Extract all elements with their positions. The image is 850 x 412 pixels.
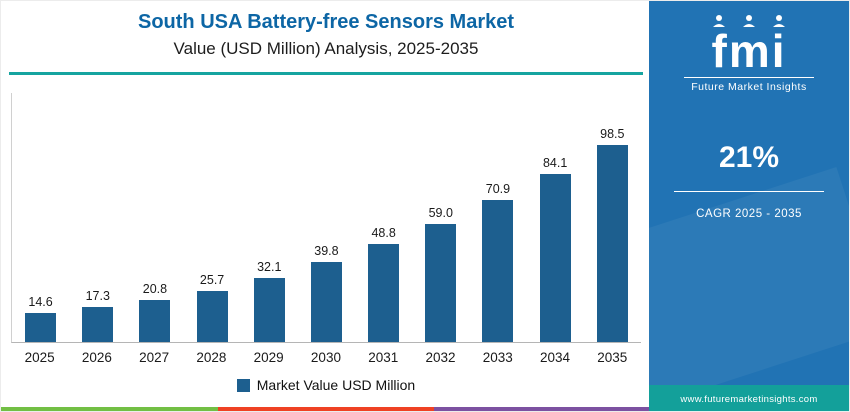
bar	[253, 278, 285, 342]
x-tick-label: 2034	[539, 350, 571, 365]
bar-value-label: 32.1	[257, 260, 282, 274]
chart-legend: Market Value USD Million	[11, 377, 641, 393]
bar-value-label: 25.7	[199, 273, 225, 287]
stat-divider	[674, 191, 824, 192]
bar-column: 14.6	[12, 295, 69, 342]
bottom-color-strips	[1, 407, 652, 411]
bar-column: 17.3	[69, 289, 126, 342]
x-tick-label: 2027	[139, 350, 170, 365]
title-divider	[9, 72, 643, 75]
person-icon	[713, 15, 725, 27]
bar-column: 20.8	[127, 282, 184, 342]
bar-value-label: 39.8	[314, 244, 339, 258]
strip-red	[217, 407, 435, 411]
bar-column: 32.1	[241, 260, 298, 342]
cagr-value: 21%	[718, 141, 780, 174]
bar-column: 84.1	[527, 156, 584, 342]
bar-value-label: 70.9	[485, 182, 511, 196]
bar-value-label: 20.8	[142, 282, 168, 296]
bar	[368, 244, 400, 342]
logo-rule	[684, 77, 814, 78]
website-url[interactable]: www.futuremarketinsights.com	[680, 393, 818, 405]
x-tick-label: 2035	[597, 350, 628, 365]
x-tick-label: 2033	[482, 350, 513, 365]
bar	[82, 307, 114, 342]
bar	[310, 262, 342, 342]
bar	[596, 145, 628, 342]
fmi-logo: fmi Future Market Insights	[649, 13, 849, 93]
bar	[482, 200, 514, 342]
bar-chart: 14.6 17.3 20.8 25.7 32.1 39.8 48.8 59.0 70.9 84.1…	[1, 93, 651, 393]
x-tick-label: 2031	[368, 350, 399, 365]
logo-text: fmi	[711, 25, 787, 77]
bar-value-label: 84.1	[542, 156, 568, 170]
bar-column: 39.8	[298, 244, 355, 342]
page-subtitle: Value (USD Million) Analysis, 2025-2035	[173, 39, 479, 58]
url-bar: www.futuremarketinsights.com	[649, 385, 849, 411]
bar-value-label: 98.5	[600, 127, 625, 141]
x-axis: 2025 2026 2027 2028 2029 2030 2031 2032 2033 2034…	[11, 350, 641, 365]
legend-swatch	[236, 378, 250, 392]
x-tick-label: 2028	[196, 350, 227, 365]
bar-value-label: 14.6	[28, 295, 53, 309]
x-tick-label: 2026	[81, 350, 112, 365]
x-tick-label: 2030	[310, 350, 341, 365]
legend-label: Market Value USD Million	[256, 377, 416, 393]
bar-value-label: 59.0	[428, 206, 453, 220]
bar-column: 25.7	[184, 273, 241, 342]
cagr-label: CAGR 2025 - 2035	[696, 208, 802, 220]
page-title: South USA Battery-free Sensors Market	[137, 11, 515, 33]
x-tick-label: 2025	[24, 350, 55, 365]
logo-people-icons	[649, 13, 849, 29]
bar-column: 59.0	[412, 206, 469, 342]
bar-column: 70.9	[470, 182, 527, 342]
bar-value-label: 48.8	[371, 226, 396, 240]
person-icon	[773, 15, 785, 27]
bar-value-label: 17.3	[85, 289, 110, 303]
bar	[425, 224, 457, 342]
chart-section: South USA Battery-free Sensors Market Va…	[1, 1, 652, 411]
brand-side-panel: fmi Future Market Insights 21% CAGR 2025…	[649, 1, 849, 411]
bar	[539, 174, 571, 342]
bar-column: 98.5	[584, 127, 641, 342]
x-tick-label: 2032	[425, 350, 456, 365]
strip-purple	[434, 407, 652, 411]
x-tick-label: 2029	[253, 350, 284, 365]
person-icon	[743, 15, 755, 27]
logo-subtext: Future Market Insights	[691, 81, 807, 93]
strip-green	[1, 407, 218, 411]
bar	[139, 300, 171, 342]
plot-area: 14.6 17.3 20.8 25.7 32.1 39.8 48.8 59.0 70.9 84.1…	[11, 93, 641, 343]
bar-column: 48.8	[355, 226, 412, 342]
bar	[196, 291, 228, 342]
bar	[25, 313, 57, 342]
